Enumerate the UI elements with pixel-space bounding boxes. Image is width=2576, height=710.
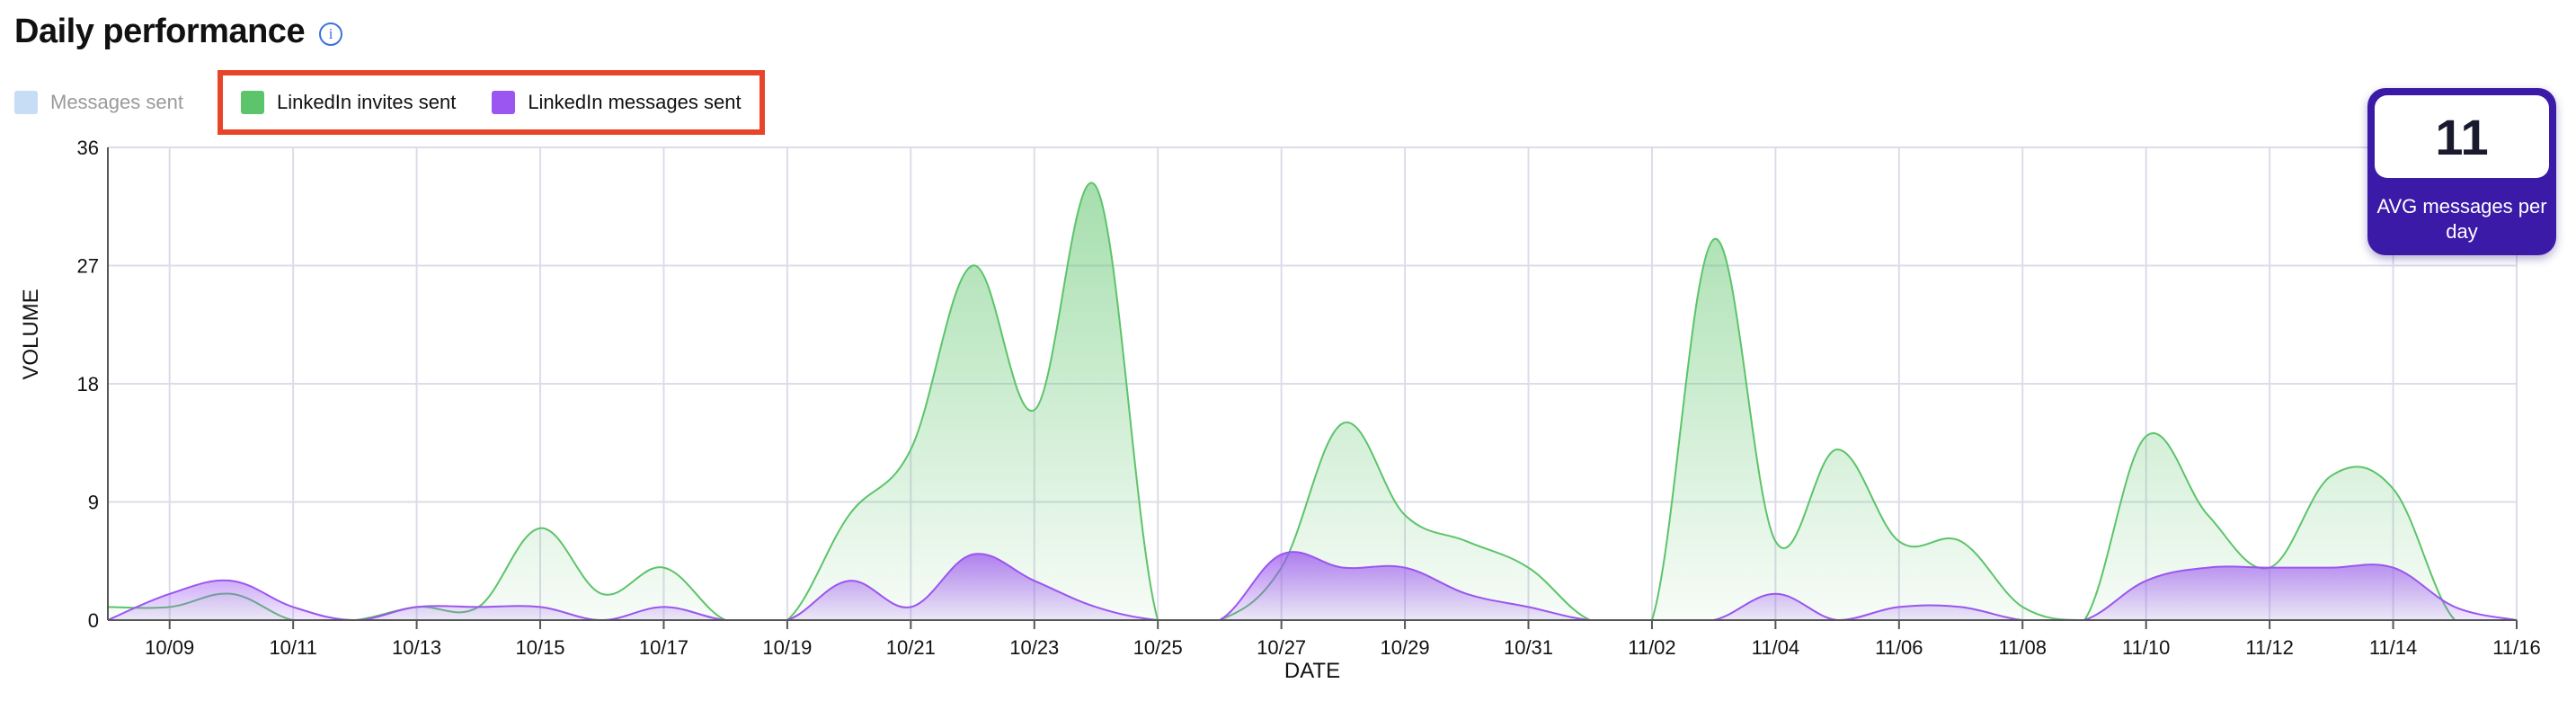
legend-swatch-messages-sent	[14, 91, 38, 114]
legend-highlight-box: LinkedIn invites sent LinkedIn messages …	[217, 70, 765, 135]
legend-item-linkedin-invites[interactable]: LinkedIn invites sent	[240, 91, 457, 114]
series-line-2	[107, 551, 2518, 622]
x-tick-label: 10/31	[1504, 636, 1553, 659]
x-tick-label: 10/29	[1381, 636, 1430, 659]
x-tick-label: 11/04	[1752, 636, 1799, 659]
chart-header: Daily performance i	[14, 13, 343, 51]
chart-axes	[107, 147, 2518, 629]
y-tick-label: 18	[77, 373, 99, 395]
y-tick-label: 36	[77, 137, 99, 159]
legend-label-linkedin-invites: LinkedIn invites sent	[276, 91, 457, 113]
legend-label-messages-sent: Messages sent	[50, 91, 183, 113]
avg-messages-label: AVG messages per day	[2376, 195, 2547, 243]
series-line-1	[107, 182, 2517, 622]
x-tick-label: 11/14	[2369, 636, 2417, 659]
x-tick-label: 10/25	[1133, 636, 1183, 659]
y-tick-label: 0	[88, 609, 99, 632]
page-title: Daily performance	[14, 13, 306, 50]
legend-item-messages-sent[interactable]: Messages sent	[14, 91, 183, 114]
chart-tick-labels: 0 9 18 27 36 10/09 10/11 10/13 10/15 10/17 10/19 10…	[77, 137, 2541, 659]
legend-item-linkedin-messages[interactable]: LinkedIn messages sent	[492, 91, 742, 114]
x-tick-label: 10/15	[515, 636, 564, 659]
x-tick-label: 10/11	[269, 636, 316, 659]
chart-legend: Messages sent LinkedIn invites sent Link…	[14, 70, 765, 135]
x-tick-label: 10/17	[639, 636, 688, 659]
x-tick-label: 11/06	[1875, 636, 1923, 659]
x-tick-label: 11/16	[2492, 636, 2540, 659]
x-tick-label: 10/19	[762, 636, 812, 659]
legend-label-linkedin-messages: LinkedIn messages sent	[528, 91, 742, 113]
y-tick-label: 27	[77, 255, 99, 278]
series-area-1	[108, 182, 2517, 620]
y-axis-title: VOLUME	[19, 288, 43, 379]
chart-series	[107, 182, 2518, 622]
x-tick-label: 10/27	[1257, 636, 1306, 659]
y-tick-label: 9	[88, 492, 99, 514]
x-tick-label: 10/21	[886, 636, 936, 659]
x-tick-label: 10/09	[145, 636, 194, 659]
info-icon[interactable]: i	[319, 22, 343, 46]
x-tick-label: 11/12	[2245, 636, 2293, 659]
avg-messages-card: 11 AVG messages per day	[2367, 88, 2556, 255]
avg-messages-value: 11	[2375, 95, 2549, 178]
x-tick-label: 10/23	[1009, 636, 1059, 659]
x-tick-label: 11/02	[1628, 636, 1675, 659]
x-axis-title: DATE	[1284, 659, 1340, 683]
x-tick-label: 11/08	[1999, 636, 2047, 659]
legend-swatch-linkedin-invites	[240, 91, 264, 114]
legend-swatch-linkedin-messages	[492, 91, 516, 114]
x-tick-label: 11/10	[2122, 636, 2170, 659]
x-tick-label: 10/13	[392, 636, 441, 659]
series-area-2	[108, 552, 2517, 620]
